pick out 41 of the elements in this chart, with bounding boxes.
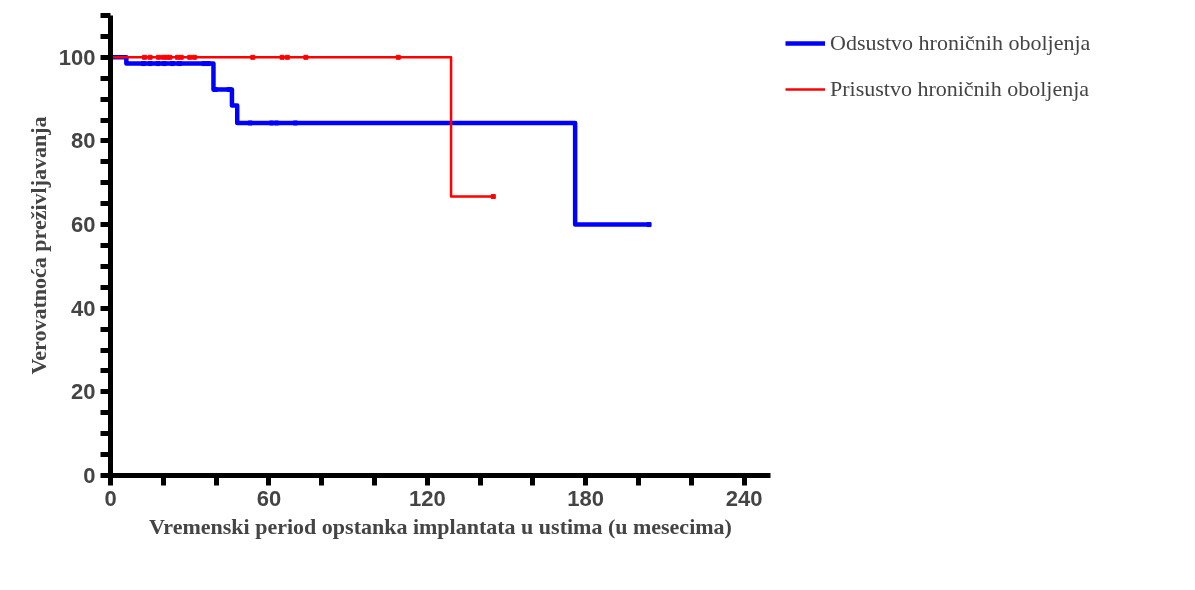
point <box>169 61 175 67</box>
point <box>247 120 253 126</box>
point <box>205 61 211 67</box>
point <box>226 87 232 93</box>
x-tick-label: 60 <box>256 485 282 511</box>
y-tick-label: 60 <box>71 212 96 238</box>
y-tick-label: 40 <box>71 295 96 321</box>
point <box>303 54 309 60</box>
point <box>269 120 275 126</box>
y-tick-label: 100 <box>58 44 96 70</box>
point <box>250 54 256 60</box>
point <box>212 87 218 93</box>
point <box>161 61 167 67</box>
point <box>395 54 401 60</box>
point <box>187 54 193 60</box>
point <box>284 54 290 60</box>
x-tick-label: 180 <box>567 485 605 511</box>
y-tick-label: 20 <box>71 379 96 405</box>
point <box>156 54 162 60</box>
x-tick-label: 240 <box>725 485 763 511</box>
point <box>142 54 148 60</box>
point <box>279 54 285 60</box>
legend-label: Odsustvo hroničnih oboljenja <box>830 30 1091 56</box>
point <box>201 61 207 67</box>
point <box>141 61 146 67</box>
x-tick-label: 0 <box>104 485 117 511</box>
legend-label: Prisustvo hroničnih oboljenja <box>830 76 1090 102</box>
point <box>191 54 197 60</box>
y-tick-label: 80 <box>71 128 96 154</box>
y-tick-label: 0 <box>83 463 96 488</box>
point <box>292 120 298 126</box>
point <box>274 120 280 126</box>
point <box>155 61 161 67</box>
x-tick-label: 120 <box>408 485 446 511</box>
point <box>177 61 183 67</box>
point <box>147 61 153 67</box>
point <box>147 54 153 60</box>
y-axis-title: Verovatnoća preživljavanja <box>25 116 51 375</box>
x-axis-title: Vremenski period opstanka implantata u ustima (u mesecima) <box>149 513 732 539</box>
point <box>646 222 652 228</box>
point <box>490 194 496 200</box>
